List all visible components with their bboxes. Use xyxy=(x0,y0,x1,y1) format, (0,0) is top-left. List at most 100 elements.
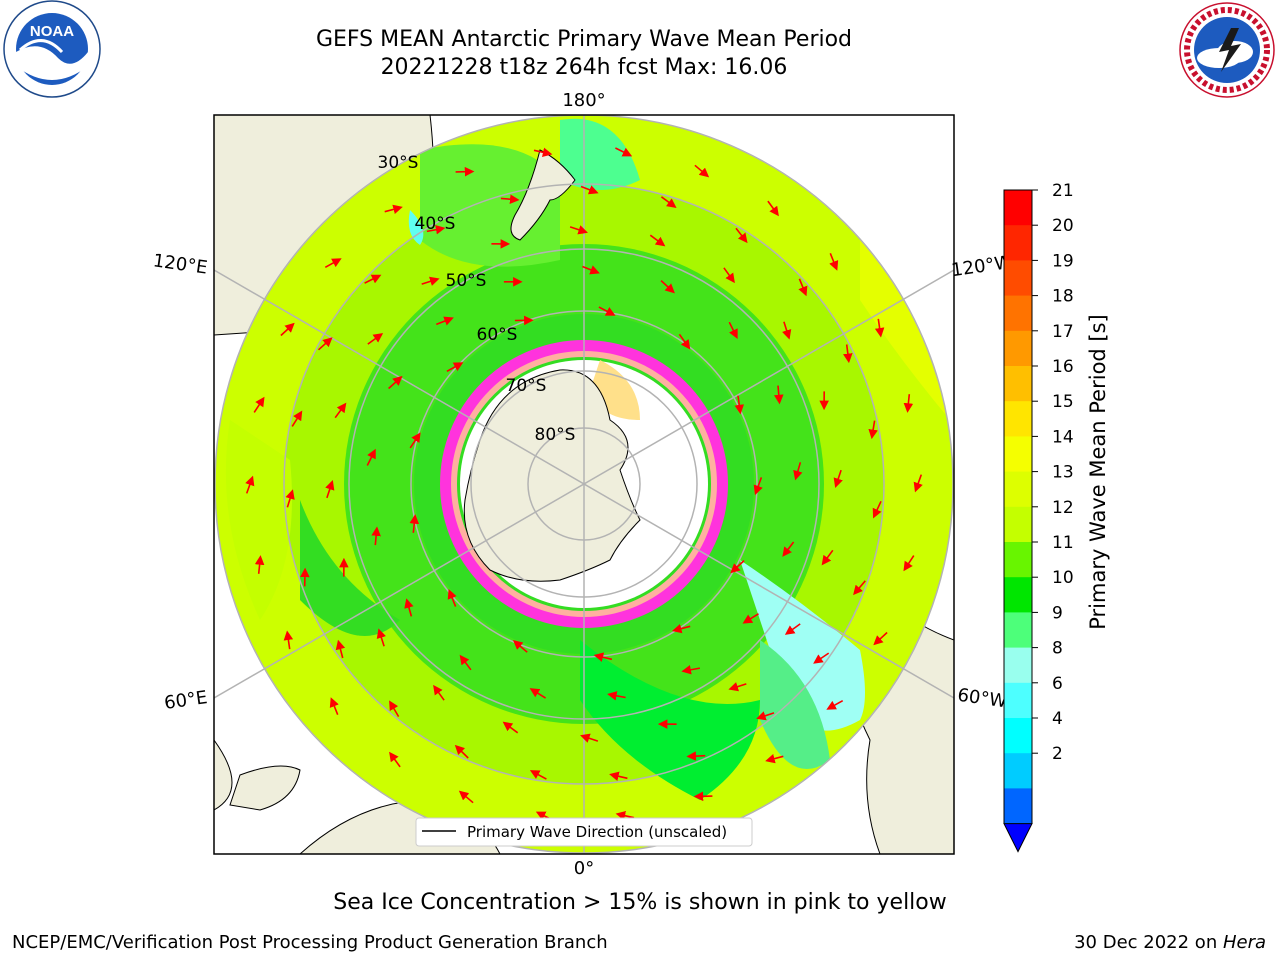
wave-direction-arrow xyxy=(843,344,853,364)
wave-direction-arrow xyxy=(671,623,691,634)
wave-direction-arrow xyxy=(813,652,830,664)
wave-direction-arrow xyxy=(388,375,403,390)
wave-direction-arrow xyxy=(598,306,616,316)
lon-label-60e: 60°E xyxy=(163,687,209,714)
nws-logo xyxy=(1179,2,1275,98)
wave-direction-arrow xyxy=(615,811,635,821)
wave-direction-arrow xyxy=(376,628,386,647)
wave-direction-arrow xyxy=(409,514,420,533)
map-legend: Primary Wave Direction (unscaled) xyxy=(415,817,753,847)
colorbar-tick-label: 6 xyxy=(1052,674,1063,694)
colorbar-segment xyxy=(1004,295,1032,332)
wave-direction-arrow xyxy=(500,194,520,204)
wave-direction-arrow xyxy=(753,477,763,496)
wave-direction-arrow xyxy=(609,771,628,781)
lon-label-0: 0° xyxy=(574,858,594,879)
wave-direction-arrow xyxy=(728,682,747,692)
wave-direction-arrow xyxy=(660,280,675,294)
colorbar-segment xyxy=(1004,225,1032,261)
wave-direction-arrow xyxy=(317,337,333,351)
colorbar-tick-label: 18 xyxy=(1052,287,1074,307)
colorbar-segment xyxy=(1004,190,1032,226)
colorbar-segment xyxy=(1004,471,1032,508)
wave-direction-arrow xyxy=(447,589,457,607)
wave-direction-arrow xyxy=(821,549,834,566)
wave-direction-arrow xyxy=(774,385,784,405)
lat-label-40s: 40°S xyxy=(415,214,456,234)
footer-date: 30 Dec 2022 on Hera xyxy=(1074,932,1266,953)
colorbar-label: Primary Wave Mean Period [s] xyxy=(1086,314,1110,630)
wave-direction-arrow xyxy=(426,224,446,235)
colorbar-tick-label: 15 xyxy=(1052,392,1074,412)
wave-direction-arrow xyxy=(868,420,878,440)
graticule xyxy=(214,115,954,854)
wave-direction-arrow xyxy=(784,623,801,635)
colorbar-tick-label: 4 xyxy=(1052,709,1063,729)
wave-direction-arrow xyxy=(873,631,888,646)
colorbar-tick-label: 9 xyxy=(1052,603,1063,623)
colorbar-segment xyxy=(1004,647,1032,684)
wave-direction-arrow xyxy=(371,526,381,546)
colorbar-tick-label: 14 xyxy=(1052,427,1074,447)
wave-direction-arrow xyxy=(367,333,384,345)
colorbar-tick-label: 16 xyxy=(1052,357,1074,377)
wave-direction-arrow xyxy=(404,598,414,617)
wave-direction-arrow xyxy=(607,691,626,701)
wave-direction-arrow xyxy=(433,684,445,701)
wave-direction-arrow xyxy=(767,200,779,217)
lon-label-120e: 120°E xyxy=(152,250,209,278)
wave-direction-arrow xyxy=(325,480,335,499)
chart-title-line2: 20221228 t18z 264h fcst Max: 16.06 xyxy=(380,55,788,80)
wave-direction-arrow xyxy=(686,751,706,761)
wave-direction-arrow xyxy=(253,396,265,413)
wave-direction-arrow xyxy=(580,185,599,195)
wave-direction-arrow xyxy=(913,474,923,493)
wave-direction-arrow xyxy=(593,652,613,662)
lon-label-180: 180° xyxy=(562,90,605,111)
colorbar-tick-label: 12 xyxy=(1052,498,1074,518)
wave-direction-arrow xyxy=(903,555,915,572)
colorbar-tick-label: 10 xyxy=(1052,568,1074,588)
wave-direction-arrow xyxy=(254,555,265,574)
colorbar-tick-label: 13 xyxy=(1052,463,1074,483)
noaa-logo: NOAA xyxy=(3,0,101,98)
wave-direction-arrow xyxy=(458,790,474,804)
wave-direction-arrow xyxy=(334,402,347,419)
wave-direction-arrow xyxy=(436,316,454,326)
map-frame xyxy=(213,114,955,855)
colorbar-segment xyxy=(1004,436,1032,473)
wave-direction-arrow xyxy=(793,462,803,481)
colorbar-tick-label: 21 xyxy=(1052,181,1074,201)
wave-direction-arrows xyxy=(245,147,923,821)
lon-label-60w: 60°W xyxy=(956,685,1008,713)
wave-direction-arrow xyxy=(756,711,775,721)
wave-direction-arrow xyxy=(782,321,792,340)
wave-direction-arrow xyxy=(324,258,342,269)
noaa-logo-text: NOAA xyxy=(30,23,74,40)
wave-direction-arrow xyxy=(280,322,295,337)
wave-direction-arrow xyxy=(366,448,376,466)
colorbar-segment xyxy=(1004,401,1032,437)
wave-direction-arrow xyxy=(446,362,464,373)
lat-label-50s: 50°S xyxy=(446,271,487,291)
colorbar-tick-label: 2 xyxy=(1052,744,1063,764)
colorbar-segment xyxy=(1004,788,1032,825)
new-zealand-land xyxy=(510,149,576,241)
wave-direction-arrow xyxy=(765,754,784,764)
footer-machine: Hera xyxy=(1222,932,1266,953)
wave-direction-arrow xyxy=(291,410,303,427)
wave-direction-arrow xyxy=(829,253,839,271)
wave-direction-arrow xyxy=(694,164,710,178)
colorbar-segment xyxy=(1004,506,1032,543)
wave-direction-arrow xyxy=(874,318,885,338)
wave-direction-arrow xyxy=(582,265,600,275)
lat-label-80s: 80°S xyxy=(535,425,576,445)
wave-direction-arrow xyxy=(529,770,547,780)
colorbar-segment xyxy=(1004,577,1032,613)
wave-direction-arrow xyxy=(364,274,382,284)
wave-direction-arrow xyxy=(833,469,843,488)
wave-direction-arrow xyxy=(384,204,403,214)
wave-direction-arrow xyxy=(678,333,691,350)
colorbar-segment xyxy=(1004,612,1032,649)
